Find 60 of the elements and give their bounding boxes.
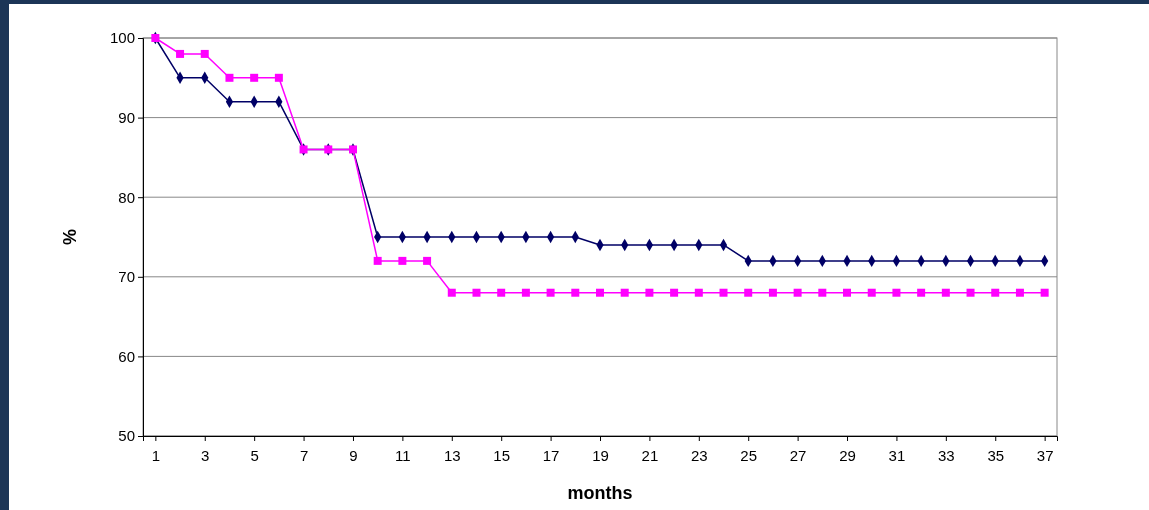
point (941, 288, 950, 297)
y-tick-label: 90 (118, 108, 135, 126)
point (274, 73, 283, 82)
y-axis-title: % (60, 228, 80, 246)
point (843, 288, 852, 297)
point (694, 288, 703, 297)
x-tick-label: 29 (839, 446, 856, 464)
point (423, 256, 432, 265)
point (546, 288, 555, 297)
point (818, 288, 827, 297)
x-tick-label: 7 (299, 446, 309, 464)
point (596, 288, 604, 297)
point (250, 73, 259, 82)
point (225, 73, 234, 82)
x-tick-label: 37 (1036, 446, 1054, 464)
y-tick-label: 100 (109, 29, 135, 47)
point (966, 288, 975, 297)
point (398, 256, 407, 265)
x-tick-label: 11 (395, 446, 411, 464)
x-tick-label: 25 (740, 446, 758, 464)
point (472, 288, 481, 297)
x-tick-label: 17 (542, 446, 560, 464)
y-tick-label: 70 (118, 268, 135, 286)
x-tick-label: 9 (349, 446, 358, 464)
point (719, 288, 728, 297)
y-tick-label: 50 (118, 427, 135, 445)
x-tick-label: 3 (201, 446, 210, 464)
x-tick-label: 27 (789, 446, 807, 464)
x-axis-title: months (567, 483, 633, 503)
x-tick-label: 33 (937, 446, 955, 464)
point (373, 256, 382, 265)
x-tick-label: 23 (690, 446, 708, 464)
x-tick-label: 15 (493, 446, 511, 464)
point (645, 288, 654, 297)
point (991, 288, 1000, 297)
point (1040, 288, 1049, 297)
point (497, 288, 506, 297)
point (620, 288, 629, 297)
point (571, 288, 580, 297)
point (447, 288, 456, 297)
point (670, 288, 679, 297)
x-tick-label: 21 (641, 446, 659, 464)
x-tick-label: 19 (592, 446, 609, 464)
y-tick-label: 80 (118, 188, 135, 206)
point (768, 288, 777, 297)
point (867, 288, 876, 297)
x-tick-label: 35 (987, 446, 1005, 464)
point (917, 288, 926, 297)
point (1015, 288, 1024, 297)
point (176, 49, 185, 58)
y-tick-label: 60 (118, 347, 135, 365)
point (892, 288, 901, 297)
x-tick-label: 1 (151, 446, 161, 464)
x-tick-label: 31 (888, 446, 906, 464)
x-tick-label: 5 (250, 446, 259, 464)
x-tick-label: 13 (443, 446, 461, 464)
point (521, 288, 530, 297)
point (793, 288, 802, 297)
point (744, 288, 753, 297)
point (200, 49, 209, 58)
